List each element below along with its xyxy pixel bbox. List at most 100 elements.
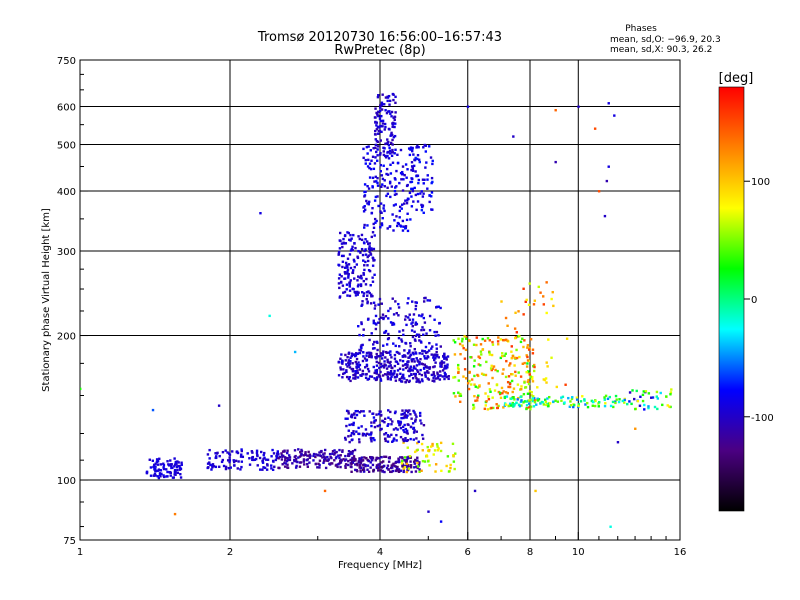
data-point: [570, 397, 574, 401]
data-point: [656, 397, 660, 400]
data-point: [411, 324, 414, 328]
data-point: [526, 392, 530, 395]
data-point: [515, 331, 519, 334]
data-point: [655, 390, 659, 394]
data-point: [322, 459, 326, 463]
data-point: [387, 468, 390, 471]
data-point: [409, 353, 412, 357]
data-point: [403, 349, 406, 352]
data-point: [572, 405, 575, 409]
data-point: [277, 457, 280, 460]
data-point: [342, 254, 345, 258]
data-point: [613, 114, 616, 117]
data-point: [403, 411, 406, 415]
data-point: [647, 392, 651, 395]
data-point: [389, 350, 392, 353]
data-point: [283, 465, 287, 468]
data-point: [528, 390, 532, 393]
data-point: [369, 438, 373, 441]
data-point: [173, 465, 176, 468]
data-point: [362, 206, 365, 209]
data-point: [419, 368, 422, 372]
data-point: [408, 351, 411, 354]
data-point: [216, 451, 219, 455]
data-point: [357, 324, 360, 328]
data-point: [371, 280, 375, 283]
data-point: [416, 461, 419, 465]
data-point: [443, 367, 446, 370]
data-point: [412, 366, 415, 370]
data-point: [401, 189, 405, 192]
data-point: [326, 455, 329, 459]
data-point: [344, 454, 347, 458]
data-point: [472, 407, 475, 410]
data-point: [409, 180, 412, 184]
data-point: [533, 400, 537, 404]
data-point: [424, 150, 428, 153]
data-point: [416, 466, 419, 470]
data-point: [387, 351, 391, 354]
data-point: [324, 466, 328, 470]
data-point: [302, 460, 306, 463]
data-point: [169, 471, 172, 475]
data-point: [404, 199, 407, 202]
data-point: [351, 249, 354, 252]
data-point: [363, 264, 366, 267]
data-point: [407, 297, 410, 300]
data-point: [349, 434, 353, 437]
data-point: [414, 304, 418, 308]
data-point: [374, 129, 377, 133]
y-tick-label: 500: [57, 141, 76, 152]
data-point: [345, 264, 349, 267]
data-point: [154, 462, 157, 465]
data-point: [420, 314, 423, 318]
data-point: [474, 385, 477, 388]
data-point: [383, 128, 386, 131]
data-point: [380, 101, 384, 104]
data-point: [368, 355, 371, 359]
data-point: [513, 403, 517, 406]
data-point: [359, 284, 363, 288]
data-point: [427, 460, 430, 463]
data-point: [380, 362, 383, 366]
data-point: [364, 428, 368, 431]
data-point: [343, 436, 347, 440]
data-point: [546, 397, 549, 400]
data-point: [352, 421, 355, 425]
data-point: [505, 395, 509, 398]
data-point: [393, 353, 397, 357]
data-point: [375, 128, 379, 131]
data-point: [412, 460, 416, 463]
data-point: [323, 448, 327, 452]
data-point: [402, 468, 405, 472]
data-point: [526, 359, 530, 362]
data-point: [365, 372, 368, 376]
data-point: [392, 428, 396, 431]
data-point: [295, 464, 298, 468]
phase-info-o: mean, sd,O: −96.9, 20.3: [610, 35, 721, 45]
data-point: [432, 371, 435, 374]
data-point: [390, 133, 393, 136]
data-point: [362, 328, 365, 331]
data-point: [383, 470, 386, 474]
data-point: [398, 330, 401, 333]
data-point: [384, 109, 387, 112]
data-point: [423, 355, 426, 358]
data-point: [214, 465, 218, 469]
data-point: [383, 363, 386, 366]
data-point: [618, 398, 621, 401]
data-point: [296, 460, 299, 464]
data-point: [372, 222, 375, 226]
data-point: [369, 302, 373, 305]
data-point: [154, 470, 157, 473]
data-point: [396, 369, 400, 372]
data-point: [371, 176, 375, 180]
data-point: [347, 410, 350, 413]
data-point: [411, 187, 414, 191]
data-point: [348, 281, 352, 284]
data-point: [294, 466, 298, 469]
data-point: [206, 453, 210, 456]
data-point: [531, 352, 535, 355]
data-point: [368, 354, 371, 357]
data-point: [359, 469, 362, 472]
